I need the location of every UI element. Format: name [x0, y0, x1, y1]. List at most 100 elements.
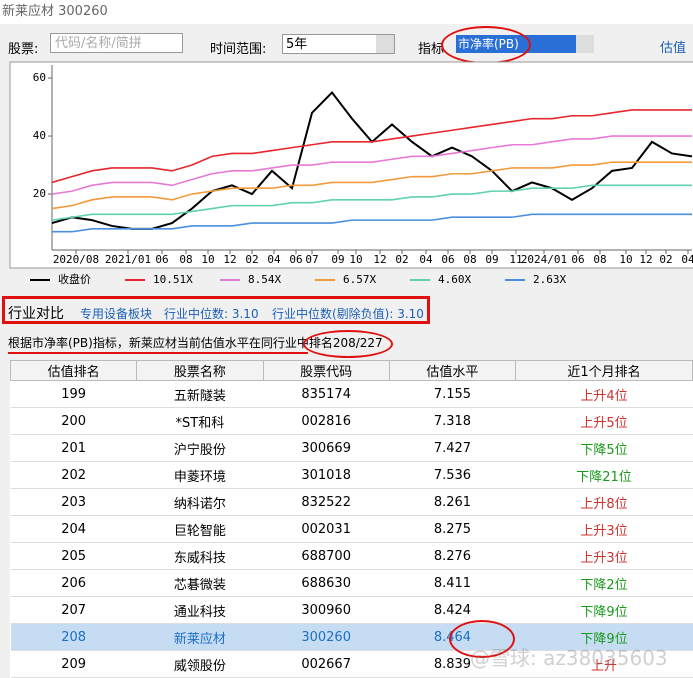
range-label: 时间范围: — [210, 42, 267, 57]
dropdown-arrow[interactable] — [576, 35, 594, 53]
dropdown-arrow[interactable] — [376, 35, 394, 53]
table-row[interactable]: 209 威领股份 002667 8.839 上升 — [10, 650, 693, 678]
annotation-ellipse — [449, 620, 515, 658]
indicator-label: 指标 — [418, 42, 445, 57]
y-tick-label: 60 — [33, 71, 46, 84]
cell: 申菱环境 — [136, 461, 264, 489]
x-tick-label: 06 — [289, 253, 302, 266]
x-tick-label: 06 — [155, 253, 168, 266]
cell: 下降9位 — [515, 623, 693, 651]
cell: 208 — [10, 623, 137, 651]
x-tick-label: 06 — [571, 253, 584, 266]
cell: 688630 — [263, 569, 390, 597]
cell: 201 — [10, 434, 137, 462]
table-row[interactable]: 203 纳科诺尔 832522 8.261 上升8位 — [10, 488, 693, 516]
column-header[interactable]: 股票名称 — [136, 360, 264, 381]
x-tick-label: 10 — [619, 253, 632, 266]
cell: 300669 — [263, 434, 390, 462]
x-tick-label: 12 — [639, 253, 652, 266]
cell: 五新隧装 — [136, 380, 264, 408]
cell: 新莱应材 — [136, 623, 264, 651]
table-row[interactable]: 200 *ST和科 002816 7.318 上升5位 — [10, 407, 693, 435]
cell: 300260 — [263, 623, 390, 651]
series-line — [52, 213, 692, 233]
cell: 8.276 — [389, 542, 516, 570]
stock-input[interactable]: 代码/名称/简拼 — [50, 33, 183, 53]
cell: 下降5位 — [515, 434, 693, 462]
series-line — [51, 161, 692, 210]
x-tick-label: 04 — [419, 253, 433, 266]
cell: 002031 — [263, 515, 390, 543]
cell: 8.261 — [389, 488, 516, 516]
column-header[interactable]: 近1个月排名 — [515, 360, 693, 381]
cell: 7.318 — [389, 407, 516, 435]
cell: 8.275 — [389, 515, 516, 543]
cell: 200 — [10, 407, 137, 435]
legend-label: 2.63X — [533, 273, 566, 286]
cell: 002667 — [263, 650, 390, 678]
cell: 下降9位 — [515, 596, 693, 624]
x-tick-label: 12 — [223, 253, 236, 266]
cell: 205 — [10, 542, 137, 570]
window-title: 新莱应材 300260 — [0, 0, 693, 24]
cell: 上升3位 — [515, 542, 693, 570]
x-tick-label: 07 — [305, 253, 318, 266]
y-tick-label: 40 — [33, 129, 46, 142]
cell: 东威科技 — [136, 542, 264, 570]
median: 行业中位数: 3.10 — [164, 307, 259, 321]
table-row[interactable]: 204 巨轮智能 002031 8.275 上升3位 — [10, 515, 693, 543]
x-tick-label: 02 — [395, 253, 408, 266]
x-tick-label: 04 — [681, 253, 693, 266]
sector: 专用设备板块 — [80, 307, 153, 321]
industry-title: 行业对比 — [8, 306, 64, 322]
annotation-box — [2, 296, 430, 324]
table-row[interactable]: 199 五新隧装 835174 7.155 上升4位 — [10, 380, 693, 408]
table-row[interactable]: 201 沪宁股份 300669 7.427 下降5位 — [10, 434, 693, 462]
table-row[interactable]: 207 通业科技 300960 8.424 下降9位 — [10, 596, 693, 624]
legend-label: 6.57X — [343, 273, 376, 286]
cell: 上升3位 — [515, 515, 693, 543]
x-tick-label: 10 — [349, 253, 362, 266]
column-header[interactable]: 估值水平 — [388, 360, 517, 381]
table-row[interactable]: 205 东威科技 688700 8.276 上升3位 — [10, 542, 693, 570]
legend-label: 10.51X — [153, 273, 193, 286]
range-select[interactable]: 5年 — [282, 34, 395, 54]
cell: 202 — [10, 461, 137, 489]
cell: 下降2位 — [515, 569, 693, 597]
x-tick-label: 11 — [509, 253, 522, 266]
cell: 上升4位 — [515, 380, 693, 408]
legend-label: 8.54X — [248, 273, 281, 286]
cell: 206 — [10, 569, 137, 597]
series-line — [51, 109, 692, 184]
x-tick-label: 09 — [331, 253, 344, 266]
cell: 832522 — [263, 488, 390, 516]
median-ex: 行业中位数(剔除负值): 3.10 — [272, 307, 424, 321]
table-row[interactable]: 202 申菱环境 301018 7.536 下降21位 — [10, 461, 693, 489]
x-tick-label: 04 — [267, 253, 281, 266]
cell: 835174 — [263, 380, 390, 408]
y-tick-label: 20 — [33, 187, 46, 200]
cell: 207 — [10, 596, 137, 624]
cell: 巨轮智能 — [136, 515, 264, 543]
column-header[interactable]: 估值排名 — [9, 360, 138, 381]
cell: 7.155 — [389, 380, 516, 408]
column-header[interactable]: 股票代码 — [262, 360, 390, 381]
watermark: @雪球: az38035603 — [470, 646, 668, 670]
cell: 纳科诺尔 — [136, 488, 264, 516]
cell: 7.536 — [389, 461, 516, 489]
cell: 301018 — [263, 461, 390, 489]
x-tick-label: 08 — [593, 253, 606, 266]
legend-label: 4.60X — [438, 273, 471, 286]
cell: 688700 — [263, 542, 390, 570]
cell: 203 — [10, 488, 137, 516]
cell: 沪宁股份 — [136, 434, 264, 462]
x-tick-label: 2021/01 — [105, 253, 151, 266]
cell: 8.411 — [389, 569, 516, 597]
table-row[interactable]: 206 芯碁微装 688630 8.411 下降2位 — [10, 569, 693, 597]
link[interactable]: 估值 — [660, 41, 687, 56]
x-tick-label: 2024/01 — [521, 253, 567, 266]
x-tick-label: 06 — [441, 253, 454, 266]
x-tick-label: 08 — [463, 253, 476, 266]
x-tick-label: 09 — [485, 253, 498, 266]
